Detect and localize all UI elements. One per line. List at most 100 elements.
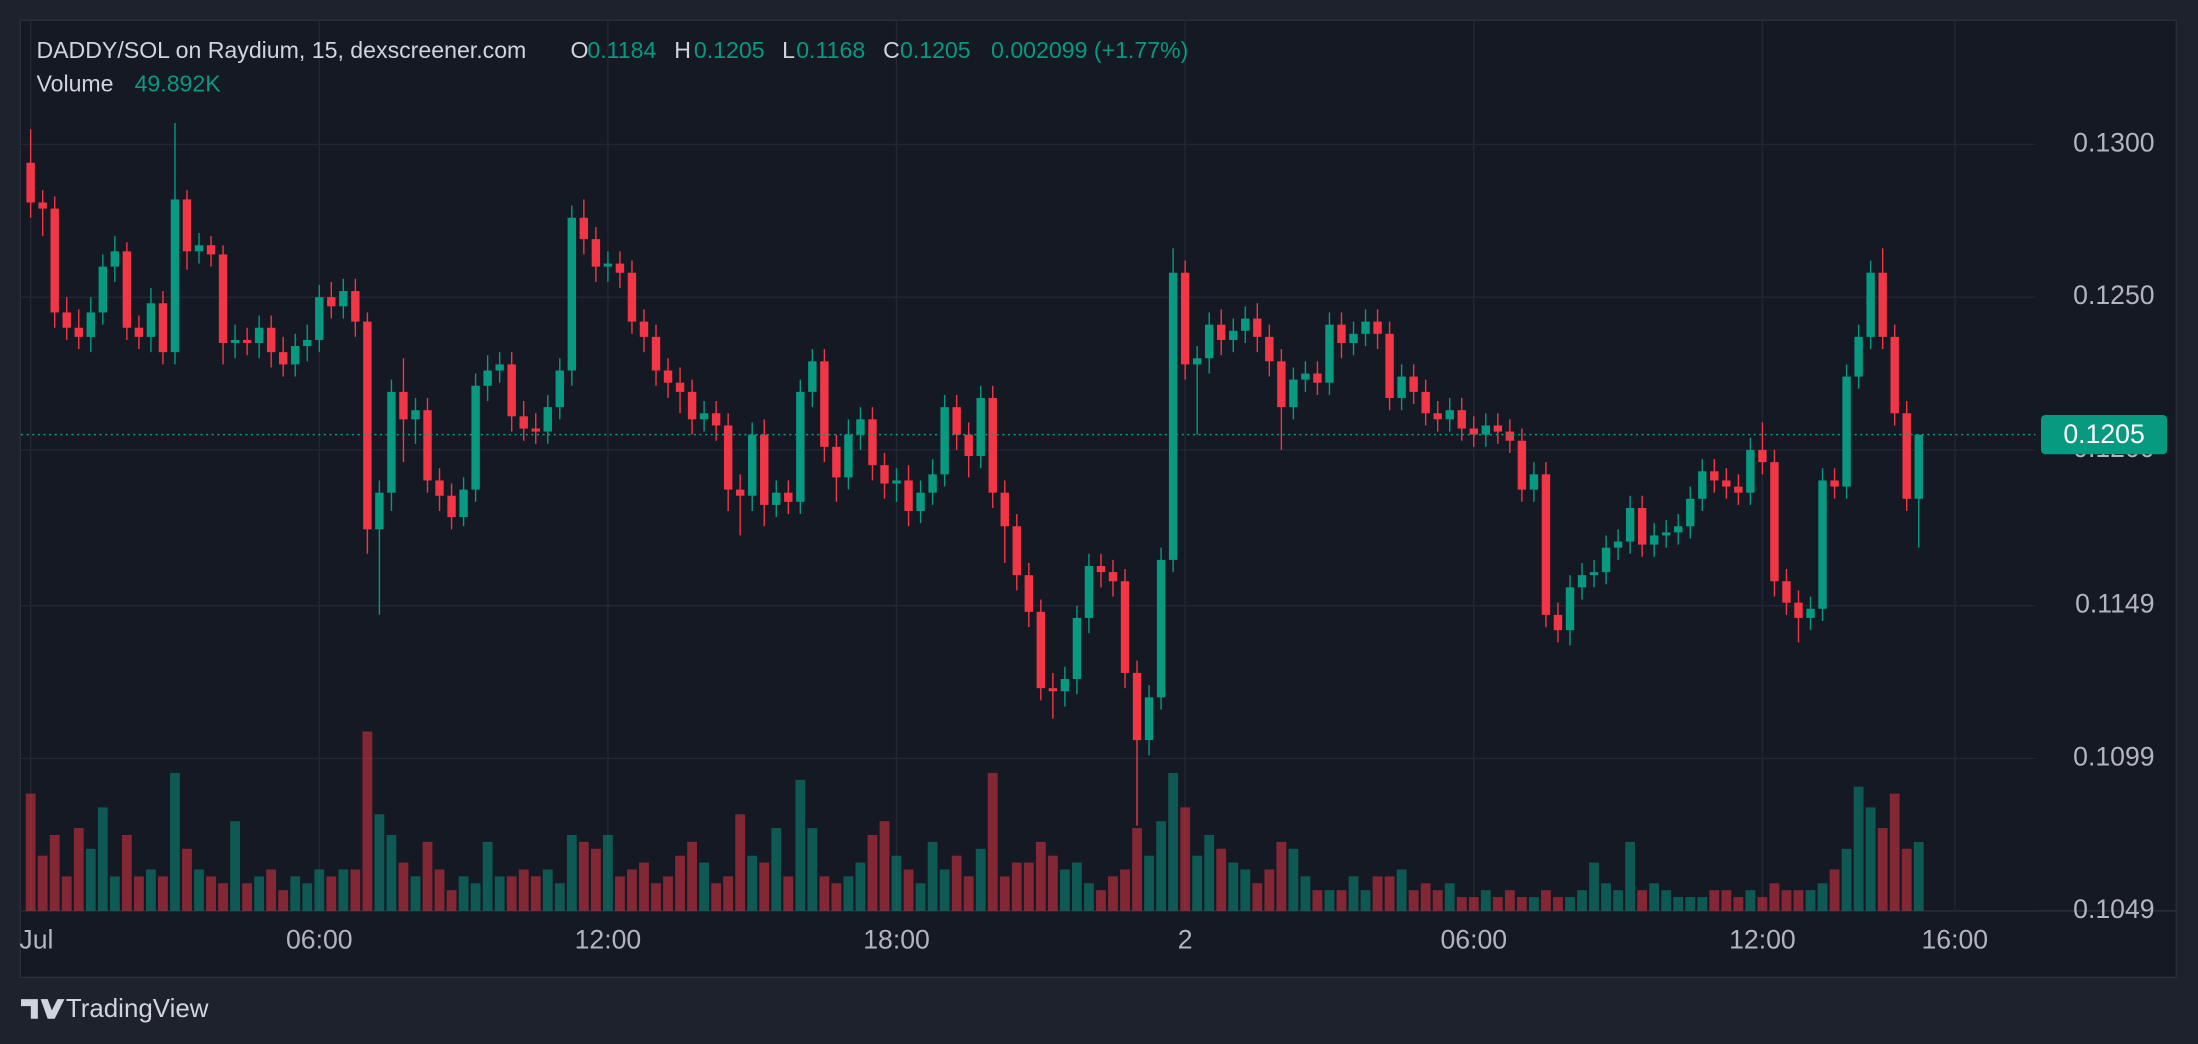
volume-bar xyxy=(1721,890,1732,911)
volume-bar xyxy=(1853,786,1864,911)
candle-body xyxy=(1445,410,1454,420)
candle-body xyxy=(784,492,793,502)
volume-bar xyxy=(1709,890,1720,911)
volume-bar xyxy=(711,883,722,911)
candle-body xyxy=(1782,581,1791,603)
volume-bar xyxy=(422,841,433,911)
candle-body xyxy=(1048,688,1058,692)
candle-body xyxy=(1373,321,1382,334)
volume-bar xyxy=(1420,883,1431,911)
volume-bar xyxy=(278,890,289,911)
candle-body xyxy=(62,312,71,328)
candle-body xyxy=(206,245,216,255)
volume-bar xyxy=(783,876,794,911)
legend: DADDY/SOL on Raydium, 15, dexscreener.co… xyxy=(36,37,1188,97)
volume-bar xyxy=(1769,883,1780,911)
volume-bar xyxy=(1673,897,1684,911)
volume-bar xyxy=(1168,772,1179,911)
candle-body xyxy=(964,434,973,457)
candle-body xyxy=(254,327,264,343)
candle-body xyxy=(1409,376,1418,392)
candle-body xyxy=(892,480,901,484)
candle-body xyxy=(723,425,733,490)
volume-bar xyxy=(891,855,902,911)
volume-bar xyxy=(1300,876,1311,911)
volume-bar xyxy=(687,841,697,911)
candle-body xyxy=(1890,336,1899,414)
candle-body xyxy=(1493,425,1503,432)
x-tick-label: Jul xyxy=(19,925,53,955)
volume-bar xyxy=(97,807,108,911)
volume-bar xyxy=(1625,841,1636,911)
volume-bar xyxy=(302,883,313,911)
candle-body xyxy=(772,492,781,505)
candle-body xyxy=(1156,559,1166,698)
candle-body xyxy=(591,239,601,267)
candle-body xyxy=(1469,428,1478,435)
volume-bar xyxy=(1637,890,1648,911)
candle-body xyxy=(242,339,252,343)
candle-body xyxy=(146,303,156,337)
ohlc-value: 0.1205 xyxy=(694,37,765,63)
candle-body xyxy=(1229,330,1238,340)
volume-bar xyxy=(314,869,325,911)
candle-body xyxy=(327,297,336,307)
volume-bar xyxy=(1228,862,1239,911)
candle-body xyxy=(435,480,444,496)
candle-body xyxy=(1313,373,1322,383)
volume-bar xyxy=(699,862,710,911)
candle-body xyxy=(1433,413,1442,420)
candle-body xyxy=(1397,376,1406,398)
y-tick-label: 0.1250 xyxy=(2073,280,2154,310)
volume-bar xyxy=(747,855,758,911)
volume-bar xyxy=(879,821,890,911)
candle-body xyxy=(218,254,228,343)
candle-body xyxy=(315,297,324,340)
volume-bar xyxy=(1288,848,1299,911)
y-tick-label: 0.1099 xyxy=(2073,741,2154,771)
volume-bar xyxy=(1047,855,1058,911)
volume-bar xyxy=(446,890,457,911)
candle-body xyxy=(1649,535,1659,545)
volume-bar xyxy=(386,834,397,911)
candle-body xyxy=(1866,272,1875,337)
volume-bar xyxy=(494,876,505,911)
candle-body xyxy=(1168,272,1178,560)
volume-bar xyxy=(434,869,445,911)
candle-body xyxy=(387,391,396,493)
volume-bar xyxy=(1601,883,1611,911)
volume-bar xyxy=(1901,848,1912,911)
volume-bar xyxy=(158,876,168,911)
candle-body xyxy=(531,428,540,432)
brand-name: TradingView xyxy=(66,995,209,1023)
volume-bar xyxy=(1108,876,1118,911)
volume-title: Volume xyxy=(36,71,113,97)
candle-body xyxy=(1902,413,1911,499)
candle-body xyxy=(266,327,276,353)
volume-bar xyxy=(915,883,926,911)
candle-body xyxy=(880,465,889,484)
candle-body xyxy=(1072,617,1082,680)
volume-bar xyxy=(194,869,204,911)
candle-body xyxy=(170,199,180,353)
volume-bar xyxy=(1384,876,1395,911)
y-tick-label: 0.1049 xyxy=(2073,894,2154,924)
candle-body xyxy=(1385,333,1394,398)
volume-bar xyxy=(1745,890,1756,911)
volume-bar xyxy=(903,869,914,911)
volume-bar xyxy=(182,848,192,911)
candle-body xyxy=(940,407,949,475)
candle-body xyxy=(1036,611,1046,689)
candle-body xyxy=(868,419,877,466)
candle-body xyxy=(1794,602,1803,618)
volume-bar xyxy=(590,848,601,911)
candle-body xyxy=(363,321,372,530)
candle-body xyxy=(651,336,661,371)
candle-body xyxy=(1589,572,1599,576)
volume-bar xyxy=(410,876,421,911)
candle-body xyxy=(291,346,300,365)
candle-body xyxy=(543,407,552,432)
candle-body xyxy=(399,391,408,420)
volume-bar xyxy=(1360,890,1371,911)
